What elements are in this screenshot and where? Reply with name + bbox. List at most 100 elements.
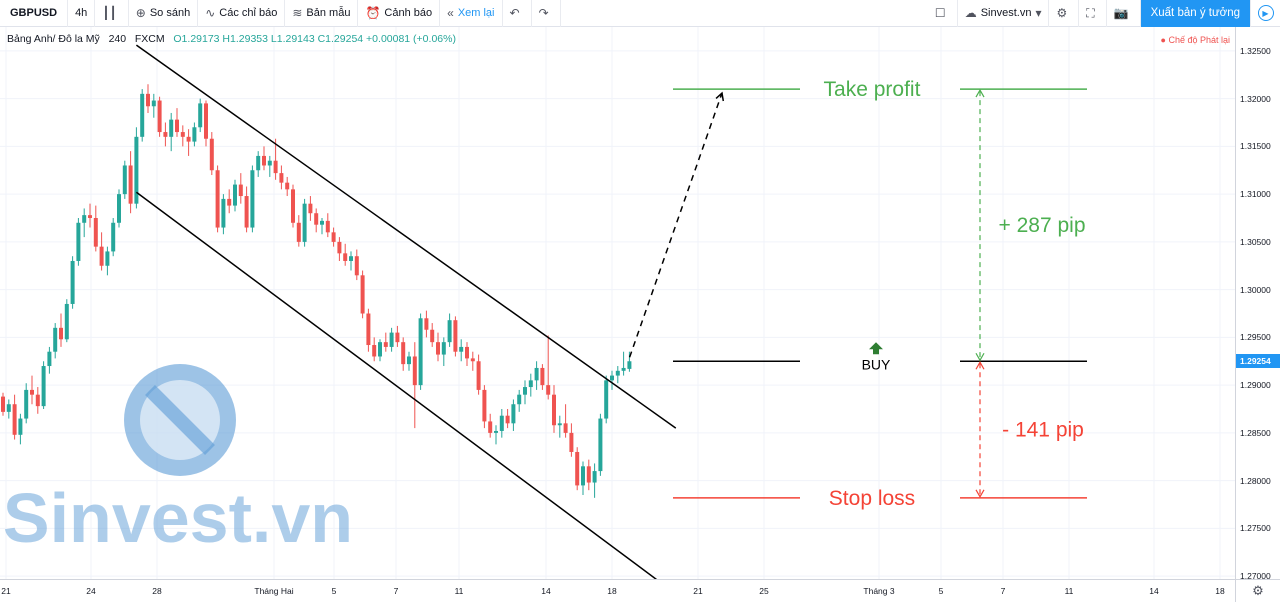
candle-body (262, 155, 266, 166)
candle (482, 385, 487, 429)
legend-source: FXCM (134, 33, 165, 45)
x-tick-label: 5 (331, 586, 337, 596)
templates-button[interactable]: ≋ Bản mẫu (285, 0, 359, 27)
axis-settings-button[interactable]: ⚙ (1235, 579, 1280, 602)
publish-label: Xuất bản ý tưởng (1150, 7, 1240, 19)
candle-body (621, 367, 626, 371)
candle-body (436, 342, 440, 355)
candle-body (337, 241, 342, 254)
compare-button[interactable]: ⊕ So sánh (129, 0, 199, 27)
candle (354, 249, 359, 281)
undo-button[interactable]: ↶ (503, 0, 532, 27)
candle-body (273, 160, 278, 174)
candle (366, 308, 371, 352)
projection-arrow-line (628, 92, 723, 358)
candle-body (30, 389, 34, 395)
candle (24, 383, 29, 424)
loss-measure-arrow-top (975, 361, 985, 370)
candle-body (233, 184, 237, 206)
fullscreen-button[interactable]: ⛶ (1079, 0, 1107, 27)
candle-body (70, 260, 75, 304)
candle (494, 425, 498, 445)
candle (64, 299, 69, 343)
candle-body (366, 313, 371, 346)
candle (528, 373, 533, 397)
candle (441, 337, 446, 367)
candle-body (627, 361, 632, 369)
candle (70, 256, 75, 309)
x-tick-label: Tháng 3 (863, 586, 895, 596)
indicators-button[interactable]: ∿ Các chỉ báo (198, 0, 286, 27)
candle-body (140, 93, 145, 137)
candle (76, 218, 81, 266)
candle (389, 327, 394, 352)
y-tick-label: 1.30500 (1240, 236, 1271, 247)
candle-body (610, 375, 614, 381)
candle-body (575, 451, 580, 486)
candle (592, 463, 597, 498)
candle (575, 447, 580, 491)
chart-type-button[interactable]: ┃┃ (95, 0, 129, 27)
plus-circle-icon: ⊕ (135, 6, 146, 20)
candle-body (447, 320, 452, 343)
candle (227, 189, 232, 214)
interval-button[interactable]: 4h (68, 0, 96, 27)
candle-body (244, 196, 249, 228)
candle-body (314, 213, 319, 225)
candle-body (517, 394, 522, 405)
series-legend: Bảng Anh/ Đô la Mỹ 240 FXCM O1.29173 H1.… (7, 33, 456, 45)
publish-idea-button[interactable]: Xuất bản ý tưởng (1140, 0, 1250, 27)
symbol-label: GBPUSD (10, 7, 58, 19)
candle (563, 404, 568, 438)
x-tick-label: 21 (1, 586, 11, 596)
candle-body (528, 380, 533, 388)
candle (6, 399, 11, 419)
chart-plot-area[interactable]: Sinvest.vn Take profit BUY Stop loss + 287 … (0, 27, 1235, 579)
candle (157, 96, 162, 137)
candle (615, 366, 620, 384)
candle-body (221, 198, 226, 228)
candle-body (146, 93, 150, 107)
candle-body (238, 184, 243, 197)
y-tick-label: 1.29000 (1240, 380, 1271, 391)
candle (93, 205, 98, 252)
x-tick-label: 24 (86, 586, 96, 596)
templates-label: Bản mẫu (306, 7, 351, 19)
candle (128, 151, 133, 214)
projection-arrow-head (715, 91, 725, 102)
candle (453, 316, 458, 357)
play-button[interactable]: ▶ (1250, 0, 1280, 27)
settings-button[interactable]: ⚙ (1049, 0, 1080, 27)
layout-button[interactable]: ☐ (928, 0, 958, 27)
candle (256, 151, 261, 177)
candle (53, 323, 58, 359)
candle-body (41, 366, 46, 407)
candle-body (470, 358, 475, 362)
alerts-button[interactable]: ⏰ Cảnh báo (358, 0, 441, 27)
snapshot-button[interactable]: 📷 (1107, 0, 1141, 27)
candle-body (360, 275, 365, 314)
candle-body (378, 342, 382, 357)
candle-body (563, 423, 568, 433)
candle-body (581, 466, 585, 486)
candle-body (552, 394, 556, 426)
candle (111, 218, 116, 257)
candle-body (59, 327, 63, 340)
candle-body (389, 332, 394, 347)
camera-icon: 📷 (1113, 6, 1129, 20)
time-axis[interactable]: 21 24 28 Tháng Hai 5 7 11 14 18 21 25 Tháng 3 5 7 11 14… (0, 579, 1235, 602)
candle-body (476, 361, 481, 390)
account-button[interactable]: ☁ Sinvest.vn ▾ (958, 0, 1050, 27)
candle (59, 313, 63, 347)
candle (523, 380, 527, 405)
price-axis[interactable]: 1.32500 1.32000 1.31500 1.31000 1.30500 1.300… (1235, 27, 1280, 581)
candle-body (180, 132, 185, 137)
symbol-search-button[interactable]: GBPUSD (0, 0, 69, 27)
candle-body (209, 138, 214, 171)
gear-icon: ⚙ (1252, 583, 1264, 598)
replay-button[interactable]: «Xem lại (440, 0, 503, 27)
redo-button[interactable]: ↷ (532, 0, 561, 27)
candle-body (186, 136, 191, 142)
candle (146, 84, 150, 113)
square-icon: ☐ (934, 6, 946, 20)
